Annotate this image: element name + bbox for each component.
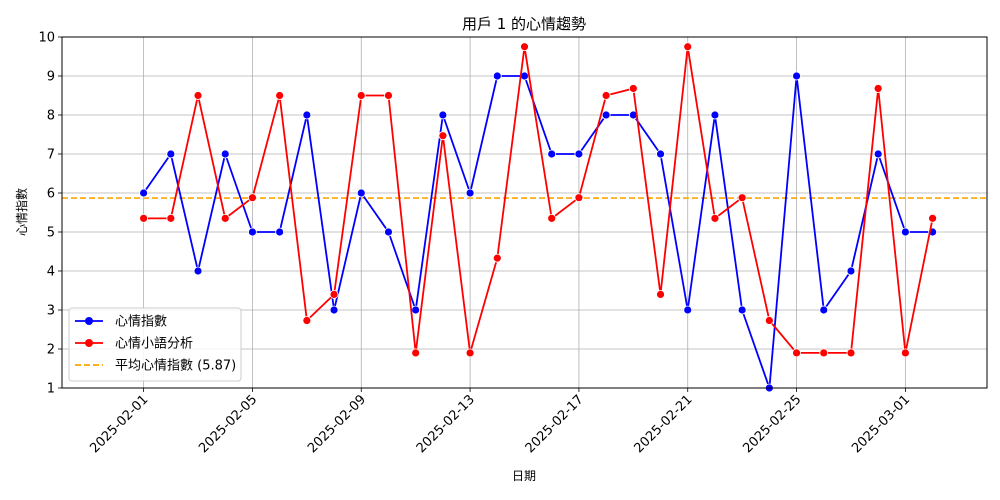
y-tick-label: 3 — [47, 304, 55, 319]
data-point — [166, 213, 176, 223]
data-point — [248, 193, 257, 203]
data-point — [873, 84, 883, 93]
y-tick-label: 6 — [47, 187, 55, 202]
data-point — [438, 131, 448, 141]
data-point — [574, 193, 584, 203]
data-point — [248, 227, 257, 237]
data-point — [683, 305, 693, 315]
data-point — [356, 91, 366, 100]
data-point — [411, 305, 421, 315]
x-tick-label: 2025-03-01 — [849, 392, 913, 456]
data-point — [384, 227, 393, 237]
data-point — [601, 110, 611, 120]
legend-label: 心情小語分析 — [115, 336, 193, 352]
data-point — [819, 348, 829, 358]
data-point — [520, 42, 529, 52]
data-point — [873, 149, 883, 159]
data-point — [656, 289, 665, 299]
data-point — [329, 305, 339, 315]
data-point — [302, 316, 312, 325]
data-point — [220, 213, 230, 223]
series-1 — [139, 71, 937, 393]
x-axis-label: 日期 — [512, 469, 536, 483]
data-point — [792, 71, 801, 81]
data-point — [574, 149, 584, 159]
data-point — [928, 213, 937, 223]
y-tick-label: 7 — [47, 148, 55, 163]
data-point — [492, 71, 502, 81]
data-point — [220, 149, 230, 159]
y-tick-label: 1 — [47, 382, 55, 397]
data-point — [139, 213, 149, 223]
data-point — [846, 266, 856, 276]
legend-box — [68, 307, 242, 382]
legend-marker — [85, 339, 93, 347]
data-point — [547, 149, 557, 159]
x-axis-ticks: 2025-02-01 2025-02-05 2025-02-09 2025-02-13… — [87, 388, 913, 456]
data-point — [846, 348, 856, 358]
y-axis-label: 心情指數 — [14, 188, 29, 236]
data-point — [465, 188, 475, 198]
data-point — [193, 266, 203, 276]
data-point — [275, 91, 285, 100]
chart-title: 用戶 1 的心情趨勢 — [462, 15, 586, 33]
data-point — [302, 110, 312, 120]
data-point — [492, 253, 502, 263]
x-tick-label: 2025-02-13 — [414, 392, 478, 456]
series-line — [142, 75, 933, 389]
y-tick-label: 8 — [47, 109, 55, 124]
y-tick-label: 10 — [38, 31, 55, 46]
x-tick-label: 2025-02-17 — [523, 392, 587, 456]
data-point — [819, 305, 829, 315]
series-layer — [139, 42, 937, 393]
legend-label: 平均心情指數 (5.87) — [115, 359, 236, 374]
data-point — [764, 316, 774, 325]
data-point — [737, 305, 747, 315]
data-point — [547, 213, 557, 223]
data-point — [275, 227, 285, 237]
data-point — [438, 110, 448, 120]
data-point — [710, 110, 720, 120]
data-point — [139, 188, 149, 198]
data-point — [166, 149, 176, 159]
x-tick-label: 2025-02-21 — [632, 392, 696, 456]
y-tick-label: 4 — [47, 265, 55, 280]
x-tick-label: 2025-02-05 — [196, 392, 260, 456]
series-line — [143, 45, 934, 354]
data-point — [356, 188, 366, 198]
data-point — [900, 227, 910, 237]
data-point — [792, 348, 801, 358]
data-point — [710, 213, 720, 223]
plot-frame — [61, 36, 988, 389]
y-axis-ticks: 1 2 3 4 5 6 7 8 9 10 — [38, 31, 62, 397]
legend-marker — [85, 317, 93, 325]
y-tick-label: 9 — [47, 70, 55, 85]
x-tick-label: 2025-02-01 — [87, 392, 151, 456]
data-point — [601, 91, 611, 100]
data-point — [900, 348, 910, 358]
data-point — [683, 42, 693, 52]
data-point — [193, 91, 203, 100]
data-point — [329, 289, 339, 299]
data-point — [465, 348, 475, 358]
series-2 — [139, 42, 937, 358]
data-point — [384, 91, 393, 100]
y-tick-label: 5 — [47, 226, 55, 241]
x-tick-label: 2025-02-25 — [740, 392, 804, 456]
data-point — [411, 348, 421, 358]
data-point — [656, 149, 665, 159]
legend-label: 心情指數 — [115, 315, 167, 330]
data-point — [737, 193, 747, 203]
x-tick-label: 2025-02-09 — [305, 392, 369, 456]
data-point — [628, 84, 638, 93]
y-tick-label: 2 — [47, 343, 55, 358]
